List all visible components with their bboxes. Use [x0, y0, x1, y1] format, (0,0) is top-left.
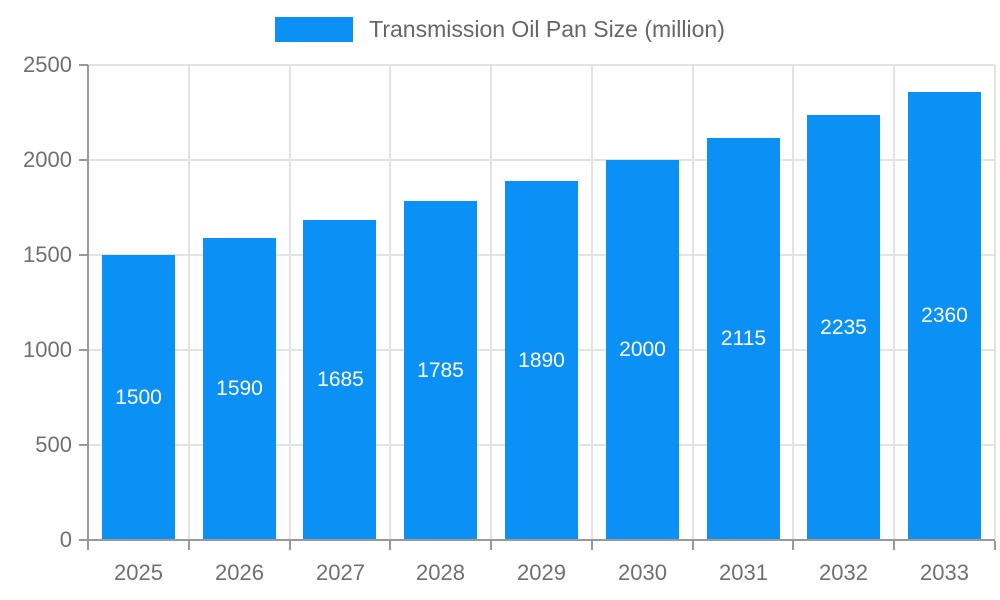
- bar-value-label: 2000: [619, 338, 666, 361]
- y-axis-tick-label: 2000: [23, 147, 72, 172]
- y-axis-tick-label: 0: [59, 527, 72, 552]
- y-axis-tick: [79, 254, 88, 256]
- y-axis-tick: [79, 64, 88, 66]
- horizontal-gridline: [88, 64, 995, 66]
- x-axis-tick: [389, 541, 392, 550]
- bar: [908, 92, 981, 540]
- bar-value-label: 1590: [216, 377, 263, 400]
- bar: [303, 220, 376, 540]
- x-axis-tick: [691, 541, 694, 550]
- x-axis-tick: [893, 541, 896, 550]
- x-axis-tick-label: 2030: [618, 560, 667, 585]
- legend: Transmission Oil Pan Size (million): [0, 16, 1000, 43]
- x-axis-tick: [87, 541, 89, 550]
- bar-value-label: 2360: [921, 304, 968, 327]
- x-axis-tick: [994, 541, 996, 550]
- bar: [707, 138, 780, 540]
- y-axis-tick-label: 500: [35, 432, 72, 457]
- x-axis-tick-label: 2026: [215, 560, 264, 585]
- bar: [606, 160, 679, 540]
- y-axis-tick: [79, 159, 88, 161]
- x-axis-tick-label: 2031: [719, 560, 768, 585]
- vertical-gridline: [691, 65, 694, 540]
- bar: [102, 255, 175, 540]
- y-axis-tick-label: 1000: [23, 337, 72, 362]
- y-axis-tick: [79, 444, 88, 446]
- x-axis-tick-label: 2033: [920, 560, 969, 585]
- vertical-gridline: [288, 65, 291, 540]
- x-axis-tick: [490, 541, 493, 550]
- x-axis-tick-label: 2028: [416, 560, 465, 585]
- y-axis-line: [87, 65, 89, 540]
- x-axis-tick-label: 2032: [819, 560, 868, 585]
- bar: [807, 115, 880, 540]
- horizontal-gridline: [88, 159, 995, 161]
- bar: [404, 201, 477, 540]
- x-axis-tick-label: 2025: [114, 560, 163, 585]
- bar-value-label: 1685: [317, 368, 364, 391]
- vertical-gridline: [893, 65, 896, 540]
- vertical-gridline: [590, 65, 593, 540]
- bar: [203, 238, 276, 540]
- bar-value-label: 1890: [518, 349, 565, 372]
- x-axis-tick: [792, 541, 795, 550]
- x-axis-tick: [590, 541, 593, 550]
- legend-swatch[interactable]: [275, 17, 354, 42]
- bar-value-label: 1785: [417, 359, 464, 382]
- y-axis-tick: [79, 349, 88, 351]
- vertical-gridline: [792, 65, 795, 540]
- bar-value-label: 1500: [115, 386, 162, 409]
- vertical-gridline: [187, 65, 190, 540]
- y-axis-tick-label: 1500: [23, 242, 72, 267]
- vertical-gridline: [490, 65, 493, 540]
- x-axis-tick-label: 2027: [316, 560, 365, 585]
- legend-series-label[interactable]: Transmission Oil Pan Size (million): [369, 16, 725, 42]
- bar-value-label: 2235: [820, 316, 867, 339]
- bar: [505, 181, 578, 540]
- x-axis-tick-label: 2029: [517, 560, 566, 585]
- x-axis-line: [79, 539, 995, 541]
- y-axis-tick-label: 2500: [23, 52, 72, 77]
- vertical-gridline: [389, 65, 392, 540]
- x-axis-tick: [288, 541, 291, 550]
- x-axis-tick: [187, 541, 190, 550]
- bar-value-label: 2115: [720, 327, 767, 350]
- vertical-gridline: [994, 65, 996, 540]
